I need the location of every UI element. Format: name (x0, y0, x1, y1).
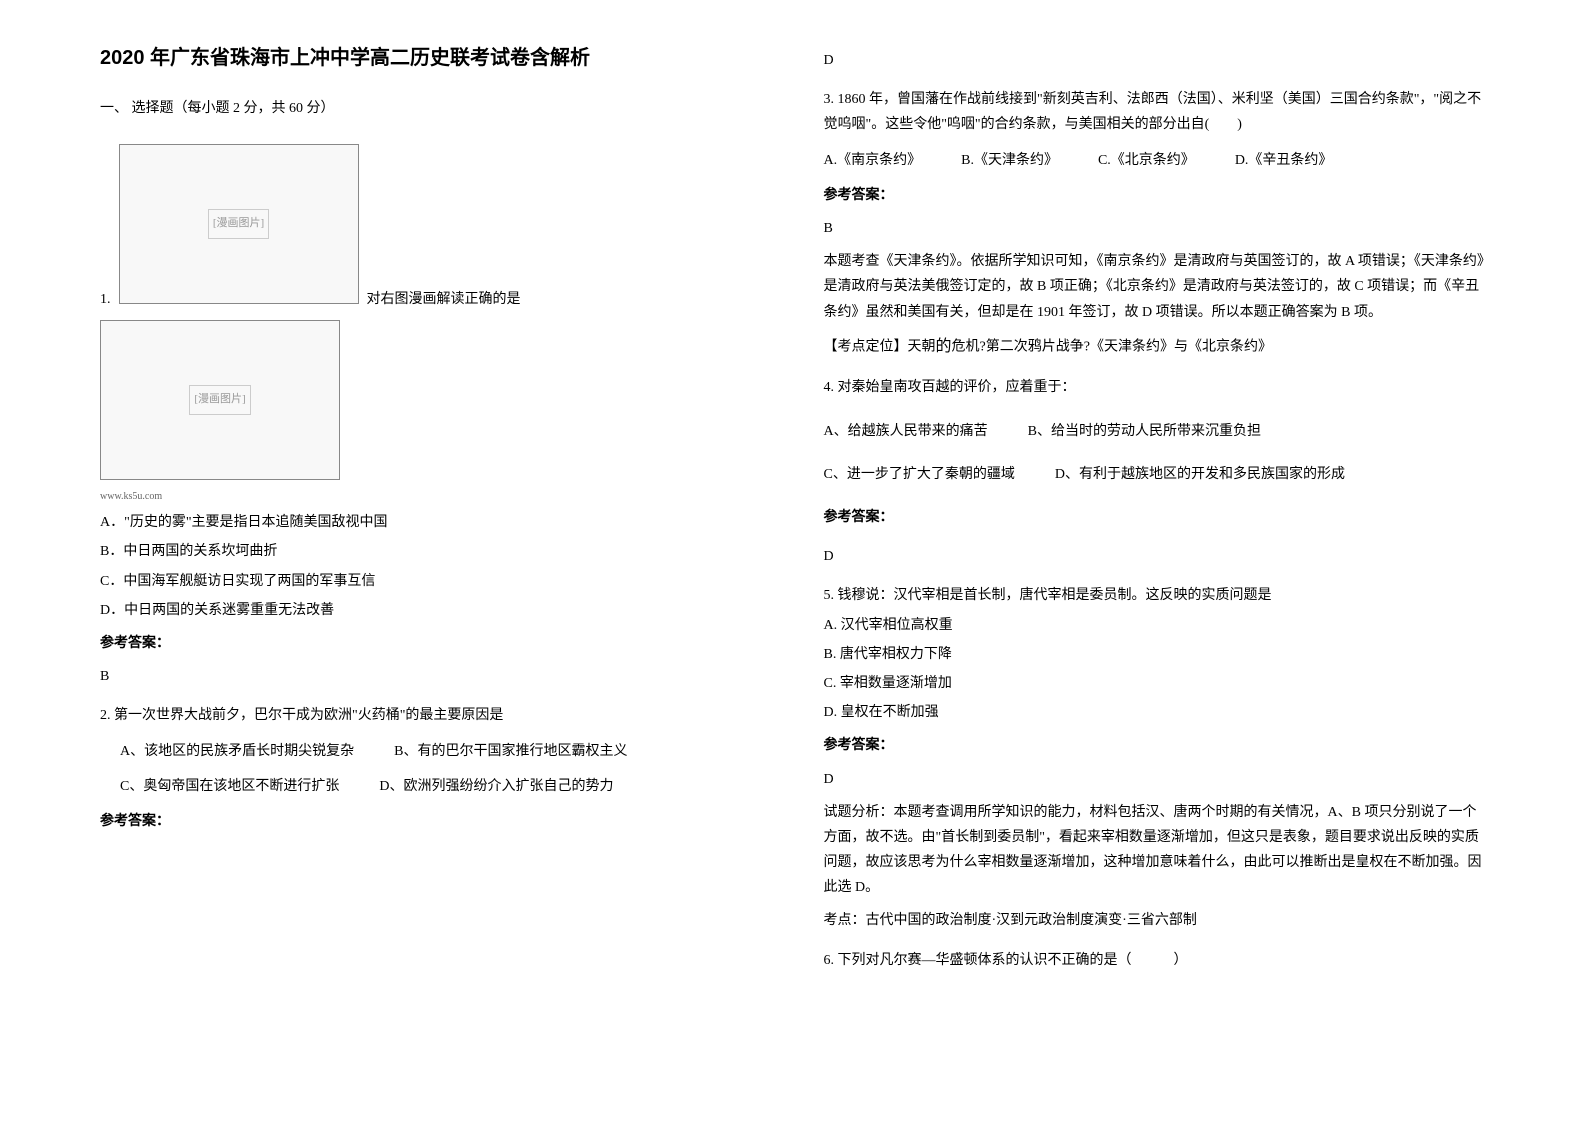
question-3: 3. 1860 年，曾国藩在作战前线接到"新刻英吉利、法郎西（法国）、米利坚（美… (824, 87, 1488, 361)
q1-option-a: A．"历史的雾"主要是指日本追随美国敌视中国 (100, 510, 764, 535)
q2-option-d: D、欧洲列强纷纷介入扩张自己的势力 (379, 774, 613, 799)
q5-ref-answer-label: 参考答案： (824, 733, 1488, 758)
q4-option-a: A、给越族人民带来的痛苦 (824, 419, 988, 444)
q3-option-b: B.《天津条约》 (961, 148, 1058, 173)
q4-option-c: C、进一步了扩大了秦朝的疆域 (824, 462, 1015, 487)
q1-stem-suffix: 对右图漫画解读正确的是 (367, 287, 521, 312)
q3-exam-point-mid: 的 (936, 338, 952, 355)
q3-option-d: D.《辛丑条约》 (1235, 148, 1333, 173)
q2-option-b: B、有的巴尔干国家推行地区霸权主义 (394, 739, 627, 764)
q3-option-c: C.《北京条约》 (1098, 148, 1195, 173)
page-container: 2020 年广东省珠海市上冲中学高二历史联考试卷含解析 一、 选择题（每小题 2… (100, 40, 1487, 987)
question-1: 1. [漫画图片] 对右图漫画解读正确的是 [漫画图片] www.ks5u.co… (100, 136, 764, 689)
q5-option-d: D. 皇权在不断加强 (824, 700, 1488, 725)
q3-option-a: A.《南京条约》 (824, 148, 922, 173)
q2-options-row-2: C、奥匈帝国在该地区不断进行扩张 D、欧洲列强纷纷介入扩张自己的势力 (100, 774, 764, 799)
q2-stem: 2. 第一次世界大战前夕，巴尔干成为欧洲"火药桶"的最主要原因是 (100, 703, 764, 728)
left-column: 2020 年广东省珠海市上冲中学高二历史联考试卷含解析 一、 选择题（每小题 2… (100, 40, 764, 987)
q6-stem: 6. 下列对凡尔赛—华盛顿体系的认识不正确的是（ ） (824, 948, 1488, 973)
q2-option-a: A、该地区的民族矛盾长时期尖锐复杂 (120, 739, 354, 764)
q2-options-row-1: A、该地区的民族矛盾长时期尖锐复杂 B、有的巴尔干国家推行地区霸权主义 (100, 739, 764, 764)
q5-option-a: A. 汉代宰相位高权重 (824, 613, 1488, 638)
q4-ref-answer-label: 参考答案： (824, 505, 1488, 530)
question-6: 6. 下列对凡尔赛—华盛顿体系的认识不正确的是（ ） (824, 948, 1488, 973)
q1-option-b: B．中日两国的关系坎坷曲折 (100, 539, 764, 564)
q3-stem: 3. 1860 年，曾国藩在作战前线接到"新刻英吉利、法郎西（法国）、米利坚（美… (824, 87, 1488, 137)
q3-exam-point-suffix: 危机?第二次鸦片战争?《天津条约》与《北京条约》 (952, 339, 1272, 354)
q4-answer: D (824, 544, 1488, 569)
q5-stem: 5. 钱穆说：汉代宰相是首长制，唐代宰相是委员制。这反映的实质问题是 (824, 583, 1488, 608)
q4-option-b: B、给当时的劳动人民所带来沉重负担 (1028, 419, 1261, 444)
q2-answer: D (824, 48, 1488, 73)
q4-stem: 4. 对秦始皇南攻百越的评价，应着重于： (824, 375, 1488, 400)
section-1-header: 一、 选择题（每小题 2 分，共 60 分） (100, 96, 764, 121)
question-1-stem-row: 1. [漫画图片] 对右图漫画解读正确的是 (100, 136, 764, 312)
q5-answer: D (824, 767, 1488, 792)
q1-ref-answer-label: 参考答案： (100, 631, 764, 656)
cartoon-image-2: [漫画图片] (100, 320, 340, 480)
q3-ref-answer-label: 参考答案： (824, 183, 1488, 208)
q5-option-c: C. 宰相数量逐渐增加 (824, 671, 1488, 696)
q3-exam-point-prefix: 【考点定位】天朝 (824, 339, 936, 354)
q5-explanation: 试题分析：本题考查调用所学知识的能力，材料包括汉、唐两个时期的有关情况，A、B … (824, 800, 1488, 901)
q2-option-c: C、奥匈帝国在该地区不断进行扩张 (120, 774, 339, 799)
q5-option-b: B. 唐代宰相权力下降 (824, 642, 1488, 667)
q1-option-d: D．中日两国的关系迷雾重重无法改善 (100, 598, 764, 623)
q1-answer: B (100, 664, 764, 689)
question-5: 5. 钱穆说：汉代宰相是首长制，唐代宰相是委员制。这反映的实质问题是 A. 汉代… (824, 583, 1488, 933)
q3-answer: B (824, 216, 1488, 241)
q4-options-row-1: A、给越族人民带来的痛苦 B、给当时的劳动人民所带来沉重负担 (824, 419, 1488, 444)
q1-option-c: C．中国海军舰艇访日实现了两国的军事互信 (100, 569, 764, 594)
question-4: 4. 对秦始皇南攻百越的评价，应着重于： A、给越族人民带来的痛苦 B、给当时的… (824, 375, 1488, 569)
q4-options-row-2: C、进一步了扩大了秦朝的疆域 D、有利于越族地区的开发和多民族国家的形成 (824, 462, 1488, 487)
q3-explanation: 本题考查《天津条约》。依据所学知识可知，《南京条约》是清政府与英国签订的，故 A… (824, 249, 1488, 325)
q1-number: 1. (100, 287, 111, 312)
q5-exam-point: 考点：古代中国的政治制度·汉到元政治制度演变·三省六部制 (824, 908, 1488, 933)
right-column: D 3. 1860 年，曾国藩在作战前线接到"新刻英吉利、法郎西（法国）、米利坚… (824, 40, 1488, 987)
q4-option-d: D、有利于越族地区的开发和多民族国家的形成 (1055, 462, 1345, 487)
q2-ref-answer-label: 参考答案： (100, 809, 764, 834)
cartoon-image-1: [漫画图片] (119, 144, 359, 304)
q3-options-row: A.《南京条约》 B.《天津条约》 C.《北京条约》 D.《辛丑条约》 (824, 148, 1488, 173)
cartoon-url: www.ks5u.com (100, 488, 764, 506)
q3-exam-point: 【考点定位】天朝的危机?第二次鸦片战争?《天津条约》与《北京条约》 (824, 333, 1488, 362)
question-2: 2. 第一次世界大战前夕，巴尔干成为欧洲"火药桶"的最主要原因是 A、该地区的民… (100, 703, 764, 834)
exam-title: 2020 年广东省珠海市上冲中学高二历史联考试卷含解析 (100, 40, 764, 76)
